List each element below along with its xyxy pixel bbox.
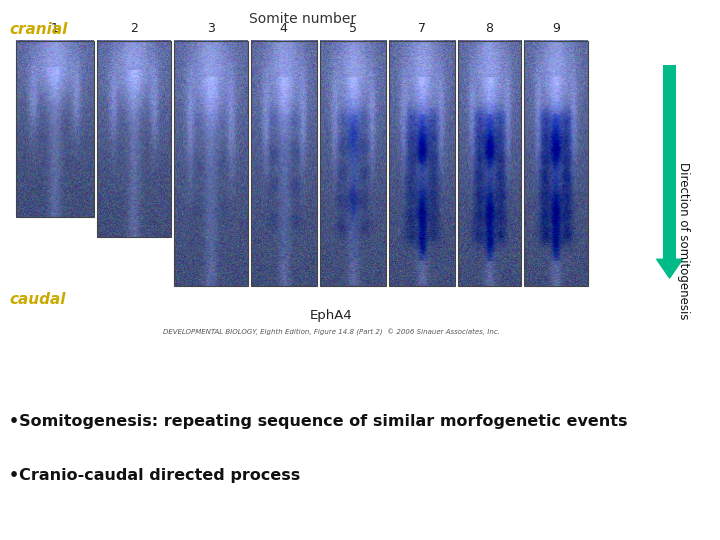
- Text: 1: 1: [51, 22, 58, 35]
- Bar: [524, 40, 588, 286]
- Text: •Somitogenesis: repeating sequence of similar morfogenetic events: •Somitogenesis: repeating sequence of si…: [9, 414, 628, 429]
- Text: 5: 5: [348, 22, 357, 35]
- Text: caudal: caudal: [9, 292, 66, 307]
- Bar: [320, 40, 386, 286]
- Bar: [97, 40, 171, 237]
- Text: DEVELOPMENTAL BIOLOGY, Eighth Edition, Figure 14.8 (Part 2)  © 2006 Sinauer Asso: DEVELOPMENTAL BIOLOGY, Eighth Edition, F…: [163, 328, 500, 336]
- Text: 9: 9: [552, 22, 559, 35]
- Text: 4: 4: [280, 22, 287, 35]
- Bar: [458, 40, 521, 286]
- Bar: [251, 40, 317, 286]
- Bar: [663, 65, 676, 259]
- Bar: [174, 40, 248, 286]
- Text: 8: 8: [485, 22, 494, 35]
- Polygon shape: [657, 259, 683, 278]
- Text: Direction of somitogenesis: Direction of somitogenesis: [677, 162, 690, 320]
- Bar: [389, 40, 455, 286]
- Text: EphA4: EphA4: [310, 309, 353, 322]
- Text: 3: 3: [207, 22, 215, 35]
- Text: •Cranio-caudal directed process: •Cranio-caudal directed process: [9, 468, 301, 483]
- Text: 2: 2: [130, 22, 138, 35]
- Text: 7: 7: [418, 22, 426, 35]
- Text: Somite number: Somite number: [249, 12, 356, 26]
- Text: cranial: cranial: [9, 22, 68, 37]
- Bar: [16, 40, 94, 218]
